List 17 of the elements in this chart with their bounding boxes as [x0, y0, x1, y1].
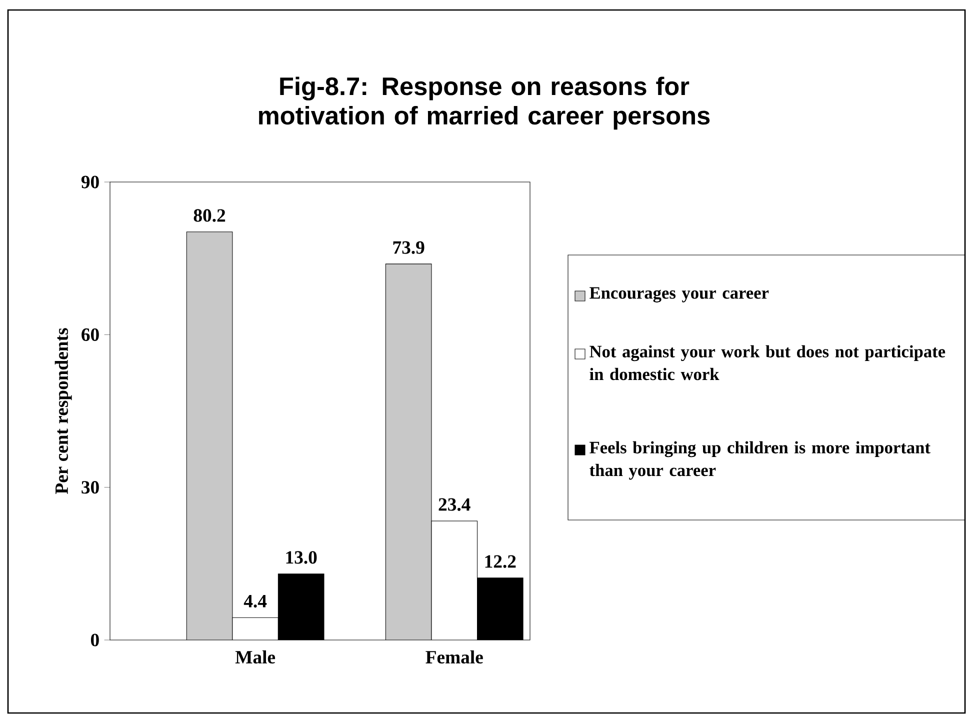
data-label: 73.9 [393, 241, 424, 254]
data-label: 80.2 [194, 209, 226, 222]
y-tick-label: 0 [90, 634, 99, 646]
data-label: 13.0 [286, 551, 317, 564]
y-tick-label: 30 [82, 481, 99, 494]
legend-label: Not against your work but does not participate in domestic work [590, 345, 946, 380]
data-label: 4.4 [244, 595, 267, 608]
y-tick-label: 60 [82, 328, 99, 341]
x-tick-label: Female [426, 650, 483, 664]
data-label: 23.4 [438, 498, 470, 511]
y-axis-title: Per cent respondents [54, 328, 72, 494]
legend-label: Feels bringing up children is more important than your career [590, 441, 930, 480]
data-label: 12.2 [485, 555, 516, 568]
y-tick-label: 90 [81, 176, 99, 188]
legend-label: Encourages your career [590, 287, 769, 302]
chart-title: Fig-8.7: Response on reasons for motivation of married career persons [259, 76, 710, 130]
x-tick-label: Male [235, 650, 276, 664]
